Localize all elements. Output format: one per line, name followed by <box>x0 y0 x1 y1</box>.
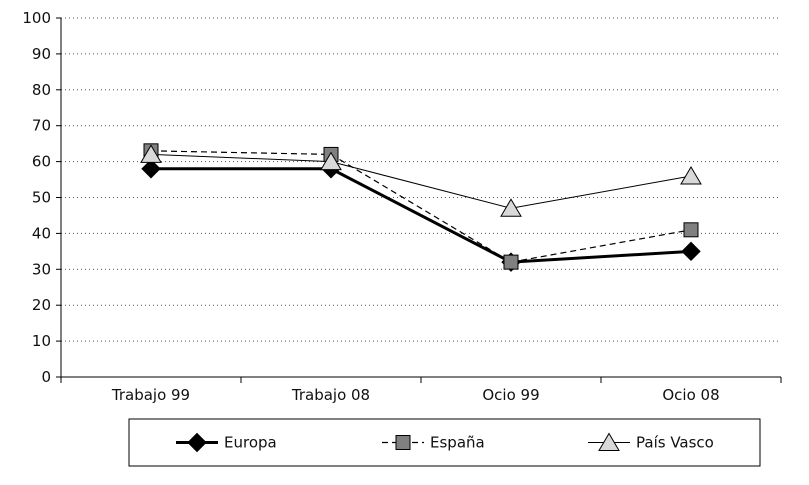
series-1-point <box>683 222 699 238</box>
y-tick-label: 40 <box>32 224 51 242</box>
y-tick-label: 60 <box>32 153 51 171</box>
series-2-point <box>680 165 702 185</box>
y-tick-label: 30 <box>32 260 51 278</box>
series-0-point <box>681 241 701 262</box>
y-tick-label: 90 <box>32 45 51 63</box>
legend-label: España <box>430 434 485 452</box>
series-0-point <box>141 159 161 179</box>
y-tick-label: 70 <box>32 117 51 135</box>
legend-marker-0 <box>187 432 207 453</box>
legend-label: Europa <box>224 434 277 452</box>
series-line-2 <box>150 153 692 209</box>
legend-marker-1 <box>395 435 411 450</box>
y-tick-label: 50 <box>32 189 51 207</box>
series-2-point <box>320 151 342 171</box>
x-tick-label: Ocio 08 <box>662 386 719 404</box>
series-1-point <box>503 254 519 270</box>
legend-marker-2 <box>598 432 620 451</box>
y-tick-label: 0 <box>41 368 51 386</box>
legend: Europa España País Vasco <box>128 418 761 467</box>
x-axis-ticks: Trabajo 99 Trabajo 08 Ocio 99 Ocio 08 <box>60 377 782 404</box>
legend-label: País Vasco <box>636 434 714 452</box>
series-2-point <box>140 144 162 163</box>
series-line-1 <box>150 150 692 263</box>
x-tick-label: Ocio 99 <box>482 386 539 404</box>
y-tick-label: 20 <box>32 296 51 314</box>
series-2-point <box>500 198 522 217</box>
y-axis-ticks: 0 10 20 30 40 50 60 70 80 90 100 <box>22 9 61 386</box>
series-line-0 <box>151 167 692 264</box>
series-group <box>140 143 702 272</box>
y-tick-label: 100 <box>22 9 51 27</box>
y-tick-label: 10 <box>32 332 51 350</box>
gridlines <box>61 17 781 342</box>
y-tick-label: 80 <box>32 81 51 99</box>
x-tick-label: Trabajo 99 <box>111 386 190 404</box>
legend-box <box>128 418 761 467</box>
x-tick-label: Trabajo 08 <box>291 386 370 404</box>
